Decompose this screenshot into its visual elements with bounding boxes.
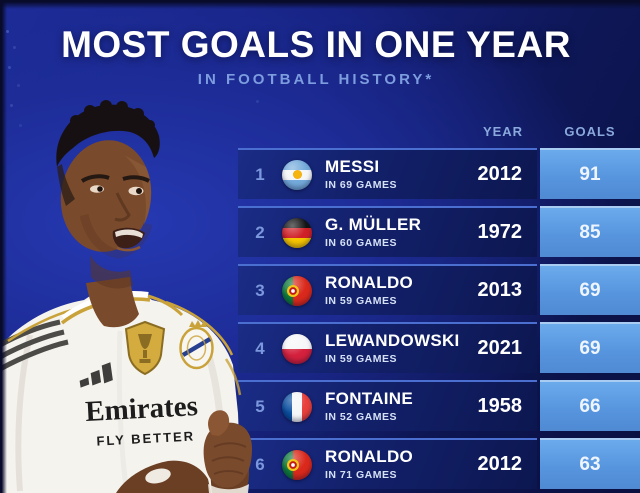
- player-info: G. MÜLLER IN 60 GAMES: [325, 216, 421, 249]
- player-name: RONALDO: [325, 273, 414, 293]
- player-head: [56, 100, 160, 328]
- real-madrid-crest-icon: [179, 320, 214, 370]
- jersey-tagline-text: FLY BETTER: [96, 428, 195, 448]
- player-cell: 3 RONALDO IN 59 GAMES 2013: [238, 264, 537, 315]
- goals-cell: 69: [540, 322, 640, 373]
- player-left-arm: [116, 460, 211, 493]
- goals-table: YEAR GOALS 1 MESSI IN 69 GAMES 2012 91 2…: [238, 124, 640, 493]
- portugal-flag-icon: [282, 449, 312, 480]
- table-row: 6 RONALDO IN 71 GAMES 2012 63: [238, 438, 640, 489]
- goals-value: 66: [579, 395, 601, 417]
- frame-left-edge: [0, 0, 7, 493]
- games-label: IN 60 GAMES: [325, 236, 398, 249]
- player-cell: 1 MESSI IN 69 GAMES 2012: [238, 148, 537, 199]
- year-value: 2012: [477, 163, 523, 185]
- player-name: G. MÜLLER: [325, 215, 422, 235]
- rank-label: 4: [255, 338, 265, 358]
- table-row: 4 LEWANDOWSKI IN 59 GAMES 2021 69: [238, 322, 640, 373]
- poland-flag-icon: [282, 333, 312, 364]
- goals-value: 85: [579, 221, 601, 243]
- player-name: MESSI: [325, 157, 380, 177]
- jersey-sponsor-text: Emirates: [84, 390, 198, 428]
- games-label: IN 52 GAMES: [325, 410, 398, 423]
- player-info: FONTAINE IN 52 GAMES: [325, 390, 413, 423]
- table-row: 5 FONTAINE IN 52 GAMES 1958 66: [238, 380, 640, 431]
- player-info: RONALDO IN 59 GAMES: [325, 274, 413, 307]
- rank-label: 2: [255, 222, 265, 242]
- adidas-logo-icon: [79, 362, 113, 388]
- year-value: 1958: [477, 395, 523, 417]
- table-body: 1 MESSI IN 69 GAMES 2012 91 2 G. MÜLLER …: [238, 148, 640, 489]
- goals-value: 63: [579, 453, 601, 475]
- goals-value: 69: [579, 279, 601, 301]
- player-name: LEWANDOWSKI: [325, 331, 460, 351]
- column-header-year: YEAR: [482, 124, 524, 139]
- rank-label: 1: [255, 164, 265, 184]
- games-label: IN 59 GAMES: [325, 294, 398, 307]
- player-info: RONALDO IN 71 GAMES: [325, 448, 413, 481]
- germany-flag-icon: [282, 217, 312, 248]
- year-value: 1972: [477, 221, 523, 243]
- table-row: 3 RONALDO IN 59 GAMES 2013 69: [238, 264, 640, 315]
- portugal-flag-icon: [282, 275, 312, 306]
- france-flag-icon: [282, 391, 312, 422]
- header: MOST GOALS IN ONE YEAR IN FOOTBALL HISTO…: [0, 26, 632, 88]
- frame-top-edge: [0, 0, 640, 9]
- goals-cell: 66: [540, 380, 640, 431]
- player-cell: 6 RONALDO IN 71 GAMES 2012: [238, 438, 537, 489]
- player-cell: 4 LEWANDOWSKI IN 59 GAMES 2021: [238, 322, 537, 373]
- player-cell: 2 G. MÜLLER IN 60 GAMES 1972: [238, 206, 537, 257]
- games-label: IN 59 GAMES: [325, 352, 398, 365]
- argentina-flag-icon: [282, 159, 312, 190]
- goals-cell: 63: [540, 438, 640, 489]
- year-value: 2013: [477, 279, 523, 301]
- rank-label: 3: [255, 280, 265, 300]
- player-cell: 5 FONTAINE IN 52 GAMES 1958: [238, 380, 537, 431]
- page-title: MOST GOALS IN ONE YEAR: [61, 24, 571, 65]
- table-row: 2 G. MÜLLER IN 60 GAMES 1972 85: [238, 206, 640, 257]
- rank-label: 5: [255, 396, 265, 416]
- goals-cell: 85: [540, 206, 640, 257]
- year-value: 2021: [477, 337, 523, 359]
- background-speckles: [6, 30, 9, 33]
- player-info: LEWANDOWSKI IN 59 GAMES: [325, 332, 460, 365]
- table-header: YEAR GOALS: [238, 124, 640, 142]
- page-subtitle: IN FOOTBALL HISTORY*: [197, 71, 435, 88]
- ucl-badge-icon: [124, 320, 166, 376]
- year-value: 2012: [477, 453, 523, 475]
- games-label: IN 69 GAMES: [325, 178, 398, 191]
- rank-label: 6: [255, 454, 265, 474]
- player-name: FONTAINE: [325, 389, 414, 409]
- player-photo: Emirates FLY BETTER: [0, 100, 252, 493]
- player-info: MESSI IN 69 GAMES: [325, 158, 397, 191]
- player-name: RONALDO: [325, 447, 414, 467]
- goals-value: 69: [579, 337, 601, 359]
- goals-cell: 69: [540, 264, 640, 315]
- goals-cell: 91: [540, 148, 640, 199]
- column-header-goals: GOALS: [564, 124, 616, 139]
- player-fist: [203, 410, 252, 493]
- goals-value: 91: [579, 163, 601, 185]
- table-row: 1 MESSI IN 69 GAMES 2012 91: [238, 148, 640, 199]
- games-label: IN 71 GAMES: [325, 468, 398, 481]
